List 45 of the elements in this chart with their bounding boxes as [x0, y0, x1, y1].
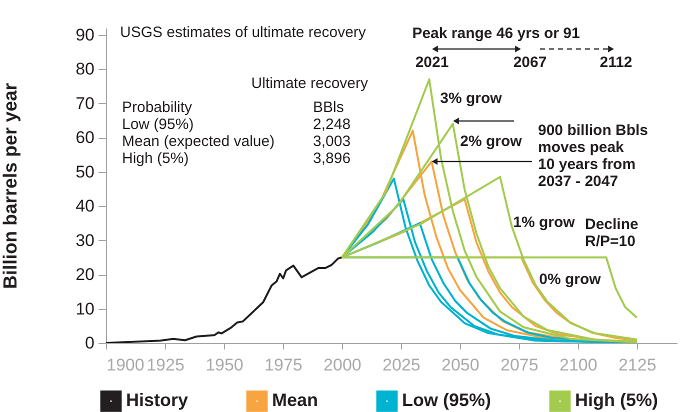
annotation: 2112 — [600, 54, 632, 71]
legend-label: History — [126, 390, 188, 410]
y-axis-title: Billion barrels per year — [0, 82, 22, 289]
annotation: 3,896 — [313, 150, 351, 167]
annotation: Peak range 46 yrs or 91 — [412, 25, 580, 42]
x-tick-label: 2025 — [382, 356, 420, 374]
legend-label: Low (95%) — [402, 390, 492, 410]
x-tick-label: 1925 — [146, 356, 184, 374]
annotation: 1% grow — [513, 214, 576, 231]
annotation: BBls — [313, 99, 344, 116]
y-tick-label: 0 — [85, 334, 94, 352]
annotation: Mean (expected value) — [122, 133, 275, 150]
y-tick-label: 50 — [76, 162, 94, 182]
x-tick-label: 1950 — [206, 356, 244, 374]
x-tick-label: 2125 — [618, 356, 656, 374]
annotation: 2067 — [513, 54, 547, 71]
annotation: Decline R/P=10 — [585, 216, 638, 250]
y-tick-label: 20 — [76, 265, 94, 284]
legend-label: Mean — [272, 390, 318, 410]
y-tick-label: 70 — [76, 94, 94, 113]
annotation: 2% grow — [460, 133, 522, 150]
annotation: 900 billion Bbls moves peak 10 years from 2037 - 2047 — [538, 122, 648, 190]
y-tick-label: 80 — [76, 60, 94, 79]
annotation: 3,003 — [313, 133, 351, 150]
x-tick-label: 2050 — [442, 356, 480, 374]
annotation: Low (95%) — [122, 116, 194, 133]
annotation: 2,248 — [313, 116, 351, 133]
annotation: 2021 — [415, 54, 449, 71]
y-tick-label: 10 — [76, 299, 94, 318]
y-tick-label: 60 — [76, 128, 94, 148]
x-tick-label: 1900 — [106, 356, 144, 374]
x-tick-label: 2000 — [324, 356, 362, 374]
x-tick-label: 1975 — [264, 356, 302, 374]
legend-label: High (5%) — [575, 390, 658, 410]
annotation: Ultimate recovery — [251, 75, 368, 92]
y-tick-label: 90 — [76, 25, 94, 44]
y-tick-label: 30 — [76, 230, 94, 250]
annotation: Probability — [122, 99, 193, 116]
annotation: High (5%) — [122, 150, 189, 167]
x-tick-label: 2100 — [559, 356, 598, 374]
x-tick-label: 2075 — [500, 356, 538, 374]
annotation: USGS estimates of ultimate recovery — [120, 24, 366, 41]
annotation: 0% grow — [539, 271, 602, 288]
y-tick-label: 40 — [76, 196, 94, 216]
annotation: 3% grow — [440, 90, 502, 107]
